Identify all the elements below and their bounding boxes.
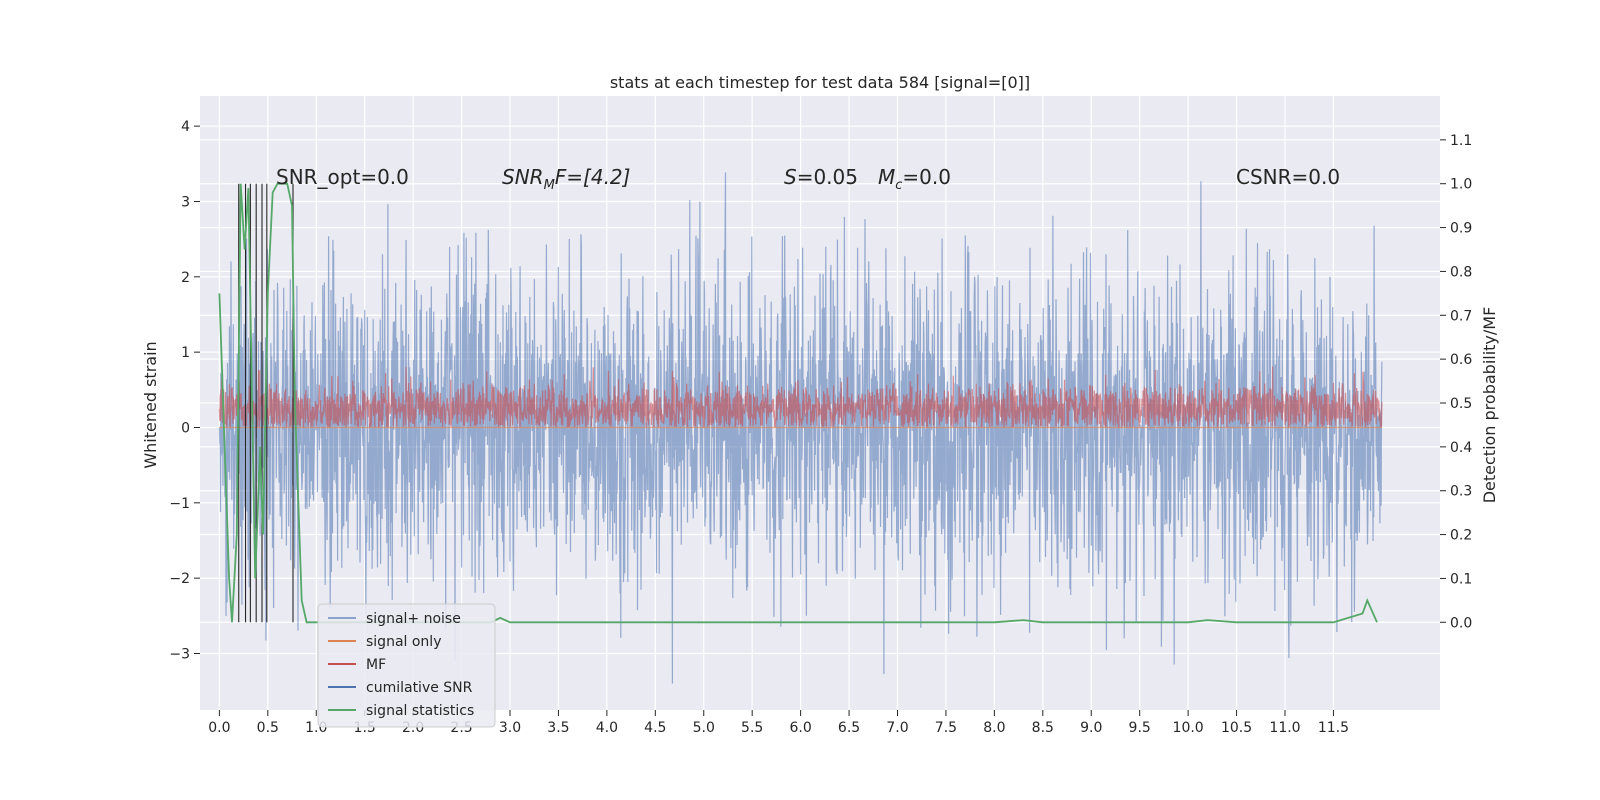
series-mf: [218, 366, 1383, 429]
x-tick-label: 4.0: [596, 720, 618, 736]
y2-tick-label: 0.9: [1450, 221, 1472, 237]
x-axis: 0.0 0.5 1.0 1.5 2.0 2.5 3.0 3.5 4.0 4.5 5.0 5.5 6.0 6…: [208, 710, 1349, 736]
y-axis-label: Whitened strain: [141, 341, 160, 468]
x-tick-label: 6.0: [789, 720, 811, 736]
y-tick-label: 2: [181, 270, 190, 286]
y2-tick-label: 0.4: [1450, 440, 1472, 456]
x-tick-label: 11.5: [1318, 720, 1349, 736]
annotation-s: S=0.05: [784, 165, 858, 189]
y-axis-left: 4 3 2 1 0 −1 −2 −3: [169, 119, 200, 662]
annotation-snr-mf: SNRMF=[4.2]: [502, 165, 630, 193]
x-tick-label: 9.0: [1080, 720, 1102, 736]
x-tick-label: 9.5: [1129, 720, 1151, 736]
legend-entry: signal+ noise: [366, 611, 461, 627]
x-tick-label: 10.5: [1221, 720, 1252, 736]
legend-entry: MF: [366, 657, 386, 673]
y2-tick-label: 0.2: [1450, 528, 1472, 544]
y-tick-label: −3: [169, 646, 190, 662]
x-tick-label: 7.5: [935, 720, 957, 736]
y-tick-label: −2: [169, 571, 190, 587]
x-tick-label: 3.0: [499, 720, 521, 736]
annotation-snr-mf-sub: M: [544, 178, 555, 193]
y2-tick-label: 0.5: [1450, 396, 1472, 412]
y2-tick-label: 0.8: [1450, 264, 1472, 280]
y2-tick-label: 1.1: [1450, 133, 1472, 149]
x-tick-label: 8.5: [1032, 720, 1054, 736]
y2-axis-label: Detection probability/MF: [1480, 307, 1499, 504]
x-tick-label: 3.5: [547, 720, 569, 736]
annotation-mc-sub: c: [895, 178, 902, 193]
x-tick-label: 11.0: [1269, 720, 1300, 736]
chart-title: stats at each timestep for test data 584…: [610, 73, 1030, 92]
annotation-snr-mf-tail: F=[4.2]: [555, 165, 631, 189]
annotation-mc-main: M: [878, 165, 895, 189]
legend-entry: signal statistics: [366, 703, 474, 719]
y-axis-right: 1.1 1.0 0.9 0.8 0.7 0.6 0.5 0.4 0.3 0.2 0.1 0.0: [1440, 133, 1472, 631]
y2-tick-label: 0.0: [1450, 615, 1472, 631]
annotation-mc-tail: =0.0: [902, 165, 951, 189]
annotation-s-main: S: [784, 165, 797, 189]
y-tick-label: 4: [181, 119, 190, 135]
x-tick-label: 6.5: [838, 720, 860, 736]
legend-box: [317, 603, 496, 728]
x-tick-label: 7.0: [886, 720, 908, 736]
y2-tick-label: 1.0: [1450, 177, 1472, 193]
x-tick-label: 0.0: [208, 720, 230, 736]
y-tick-label: 1: [181, 345, 190, 361]
y-tick-label: 3: [181, 194, 190, 210]
y2-tick-label: 0.7: [1450, 308, 1472, 324]
annotation-csnr: CSNR=0.0: [1236, 165, 1340, 189]
annotation-snr-mf-main: SNR: [502, 165, 544, 189]
x-tick-label: 10.0: [1173, 720, 1204, 736]
annotation-mc: Mc=0.0: [878, 165, 951, 193]
legend-entry: signal only: [366, 634, 441, 650]
x-tick-label: 0.5: [257, 720, 279, 736]
y2-tick-label: 0.6: [1450, 352, 1472, 368]
legend-entry: cumilative SNR: [366, 680, 473, 696]
legend: signal+ noise signal only MF cumilative SNR…: [317, 603, 496, 728]
annotation-s-tail: =0.05: [797, 165, 858, 189]
y-tick-label: −1: [169, 496, 190, 512]
x-tick-label: 8.0: [983, 720, 1005, 736]
y2-tick-label: 0.3: [1450, 484, 1472, 500]
y-tick-label: 0: [181, 420, 190, 436]
x-tick-label: 4.5: [644, 720, 666, 736]
x-tick-label: 5.0: [693, 720, 715, 736]
annotation-snr-opt: SNR_opt=0.0: [276, 165, 409, 189]
x-tick-label: 5.5: [741, 720, 763, 736]
y2-tick-label: 0.1: [1450, 571, 1472, 587]
